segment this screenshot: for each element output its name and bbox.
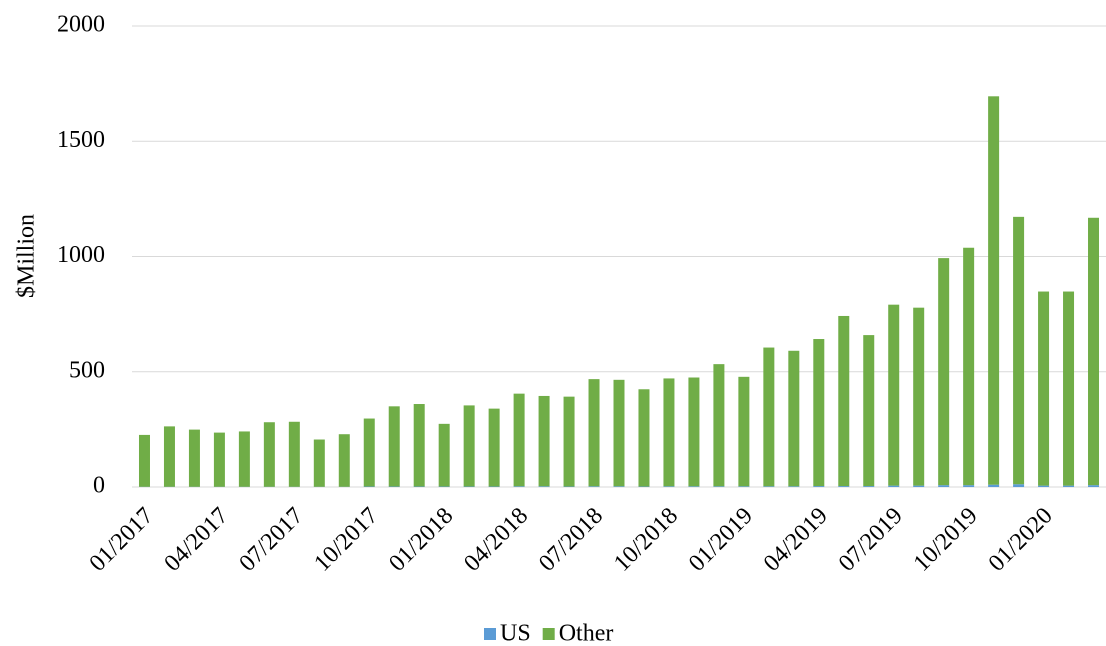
bar-segment — [888, 485, 900, 487]
bar-segment — [763, 486, 775, 487]
bar-segment — [1038, 485, 1050, 487]
x-tick-label: 04/2018 — [459, 503, 533, 577]
y-tick-label: 2000 — [57, 12, 105, 38]
x-tick-label: 07/2018 — [534, 503, 608, 577]
bar-segment — [413, 404, 425, 487]
y-axis-label: $Million — [14, 214, 40, 298]
bar-segment — [688, 486, 700, 487]
bar-segment — [663, 486, 675, 487]
bar-segment — [138, 434, 150, 487]
y-tick-label: 0 — [93, 473, 105, 499]
bar-segment — [1063, 291, 1075, 486]
legend-label: US — [500, 621, 531, 646]
bar-segment — [363, 418, 375, 487]
x-tick-label: 10/2017 — [309, 503, 383, 577]
bar-segment — [588, 379, 600, 487]
x-tick-label: 01/2017 — [85, 503, 159, 577]
bar-segment — [688, 377, 700, 487]
bar-segment — [813, 486, 825, 487]
bar-segment — [438, 423, 450, 487]
bar-segment — [188, 429, 200, 487]
bar-segment — [513, 393, 525, 487]
bar-segment — [788, 486, 800, 487]
bar-segment — [838, 315, 850, 487]
bar-segment — [713, 364, 725, 487]
bar-segment — [588, 486, 600, 487]
bar-segment — [888, 304, 900, 486]
x-tick-label: 04/2019 — [759, 503, 833, 577]
bar-segment — [538, 395, 550, 487]
bar-segment — [963, 485, 975, 487]
bar-segment — [913, 485, 925, 487]
y-tick-label: 1000 — [57, 242, 105, 268]
bar-segment — [988, 484, 1000, 487]
bar-segment — [488, 408, 500, 487]
bar-segment — [938, 485, 950, 487]
bar-segment — [1038, 291, 1050, 486]
bar-segment — [638, 389, 650, 487]
bar-segment — [813, 339, 825, 487]
bar-segment — [613, 486, 625, 487]
bar-segment — [213, 432, 225, 487]
bar-segment — [1088, 217, 1100, 486]
bar-segment — [1063, 485, 1075, 487]
x-tick-label: 01/2020 — [984, 503, 1058, 577]
bar-segment — [938, 258, 950, 486]
bar-segment — [838, 486, 850, 487]
bar-segment — [863, 335, 875, 487]
bar-segment — [788, 350, 800, 487]
bar-segment — [613, 379, 625, 487]
bar-segment — [238, 431, 250, 487]
bar-segment — [263, 422, 275, 487]
bar-segment — [1088, 485, 1100, 487]
bar-segment — [738, 376, 750, 487]
x-tick-label: 04/2017 — [160, 503, 234, 577]
bar-segment — [913, 307, 925, 486]
bar-segment — [713, 486, 725, 487]
bar-segment — [163, 426, 175, 487]
x-tick-label: 10/2019 — [909, 503, 983, 577]
x-tick-label: 10/2018 — [609, 503, 683, 577]
y-tick-label: 1500 — [57, 127, 105, 153]
y-tick-label: 500 — [69, 357, 105, 383]
x-tick-label: 01/2019 — [684, 503, 758, 577]
bar-segment — [1013, 484, 1025, 487]
bar-segment — [863, 486, 875, 487]
bar-segment — [963, 247, 975, 486]
bar-segment — [313, 439, 325, 487]
bar-segment — [388, 406, 400, 487]
legend-swatch — [484, 628, 496, 640]
bar-segment — [463, 405, 475, 487]
legend-swatch — [542, 628, 555, 640]
bar-segment — [763, 347, 775, 487]
bar-segment — [563, 396, 575, 487]
legend-label: Other — [559, 621, 614, 646]
bar-segment — [988, 96, 1000, 485]
bar-segment — [1013, 216, 1025, 485]
x-tick-label: 07/2019 — [834, 503, 908, 577]
bar-segment — [738, 486, 750, 487]
x-tick-label: 01/2018 — [384, 503, 458, 577]
bar-segment — [538, 486, 550, 487]
x-tick-label: 07/2017 — [234, 503, 308, 577]
bar-segment — [513, 486, 525, 487]
bar-segment — [288, 421, 300, 487]
bar-segment — [663, 378, 675, 487]
bar-segment — [338, 434, 350, 487]
